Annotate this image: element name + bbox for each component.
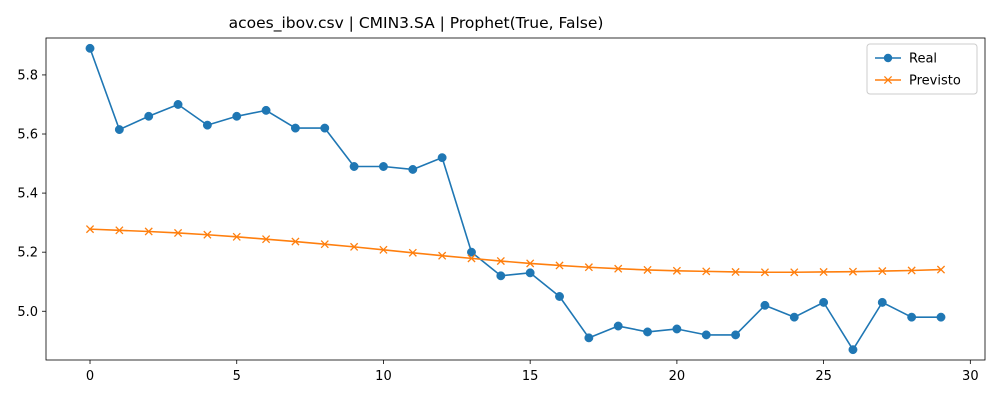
y-axis: 5.0 5.2 5.4 5.6 5.8 bbox=[17, 68, 46, 320]
legend-label: Real bbox=[909, 52, 937, 67]
data-point bbox=[438, 251, 447, 260]
data-point bbox=[819, 297, 829, 307]
y-tick-label: 5.2 bbox=[17, 246, 38, 261]
data-point bbox=[115, 226, 124, 235]
data-point bbox=[85, 225, 95, 234]
series-real bbox=[85, 43, 946, 355]
data-point bbox=[848, 267, 858, 276]
data-point bbox=[790, 268, 799, 277]
data-point bbox=[907, 312, 917, 322]
data-point bbox=[584, 263, 593, 272]
data-point bbox=[85, 43, 95, 53]
legend-item-real: Real bbox=[875, 52, 937, 67]
data-point bbox=[144, 111, 154, 121]
legend: Real Previsto bbox=[866, 43, 978, 95]
data-point bbox=[819, 267, 828, 277]
data-point bbox=[467, 254, 476, 263]
data-point bbox=[702, 267, 711, 276]
data-point bbox=[936, 312, 946, 322]
data-point bbox=[525, 268, 535, 278]
x-tick-label: 25 bbox=[815, 369, 832, 384]
data-point bbox=[672, 266, 681, 275]
series-previsto bbox=[85, 225, 946, 277]
x-tick-label: 0 bbox=[86, 369, 94, 384]
data-point bbox=[173, 100, 183, 109]
data-point bbox=[672, 324, 682, 334]
data-point bbox=[731, 330, 741, 340]
data-point bbox=[613, 321, 623, 331]
x-tick-label: 5 bbox=[233, 369, 241, 384]
data-point bbox=[731, 267, 740, 277]
data-point bbox=[408, 165, 418, 174]
data-point bbox=[203, 230, 212, 239]
legend-marker bbox=[883, 53, 893, 63]
legend-box bbox=[866, 43, 978, 95]
data-point bbox=[408, 248, 417, 257]
data-point bbox=[496, 271, 506, 281]
series-line-previsto bbox=[89, 228, 942, 274]
data-point bbox=[643, 327, 652, 337]
data-point bbox=[232, 232, 241, 241]
data-point bbox=[144, 227, 153, 236]
data-point bbox=[496, 256, 505, 266]
y-tick-label: 5.6 bbox=[17, 128, 38, 143]
series-layer bbox=[85, 43, 946, 355]
data-point bbox=[262, 235, 271, 244]
data-point bbox=[379, 245, 388, 254]
y-tick-label: 5.4 bbox=[17, 187, 38, 202]
data-point bbox=[643, 265, 652, 274]
legend-item-previsto: Previsto bbox=[875, 74, 961, 89]
chart-title: acoes_ibov.csv | CMIN3.SA | Prophet(True… bbox=[229, 14, 604, 33]
data-point bbox=[320, 240, 329, 249]
x-tick-label: 15 bbox=[522, 369, 539, 384]
data-point bbox=[320, 123, 330, 133]
data-point bbox=[437, 153, 447, 163]
plot-frame bbox=[45, 37, 986, 361]
legend-label: Previsto bbox=[909, 74, 961, 89]
data-point bbox=[701, 330, 711, 340]
x-axis: 0 5 10 15 20 25 30 bbox=[86, 360, 979, 384]
data-point bbox=[173, 228, 183, 238]
data-point bbox=[261, 105, 271, 115]
data-point bbox=[349, 162, 359, 171]
x-tick-label: 10 bbox=[375, 369, 392, 384]
data-point bbox=[760, 268, 769, 277]
data-point bbox=[290, 123, 300, 133]
data-point bbox=[877, 297, 887, 307]
x-tick-label: 20 bbox=[669, 369, 686, 384]
y-tick-label: 5.0 bbox=[17, 305, 38, 320]
data-point bbox=[760, 300, 770, 310]
data-point bbox=[789, 312, 799, 322]
plot-area bbox=[45, 37, 986, 361]
data-point bbox=[467, 247, 476, 257]
data-point bbox=[291, 237, 300, 246]
data-point bbox=[878, 267, 887, 276]
data-point bbox=[379, 162, 388, 171]
x-tick-label: 30 bbox=[962, 369, 979, 384]
data-point bbox=[936, 265, 946, 274]
data-point bbox=[584, 333, 594, 343]
data-point bbox=[848, 345, 858, 355]
data-point bbox=[114, 125, 124, 135]
data-point bbox=[614, 264, 623, 273]
data-point bbox=[555, 261, 564, 270]
series-line-real bbox=[89, 48, 941, 351]
data-point bbox=[350, 242, 359, 251]
data-point bbox=[202, 120, 212, 130]
data-point bbox=[555, 292, 564, 301]
data-point bbox=[232, 111, 242, 121]
y-tick-label: 5.8 bbox=[17, 68, 38, 83]
data-point bbox=[526, 259, 535, 268]
legend-marker bbox=[883, 75, 893, 85]
data-point bbox=[907, 266, 916, 275]
